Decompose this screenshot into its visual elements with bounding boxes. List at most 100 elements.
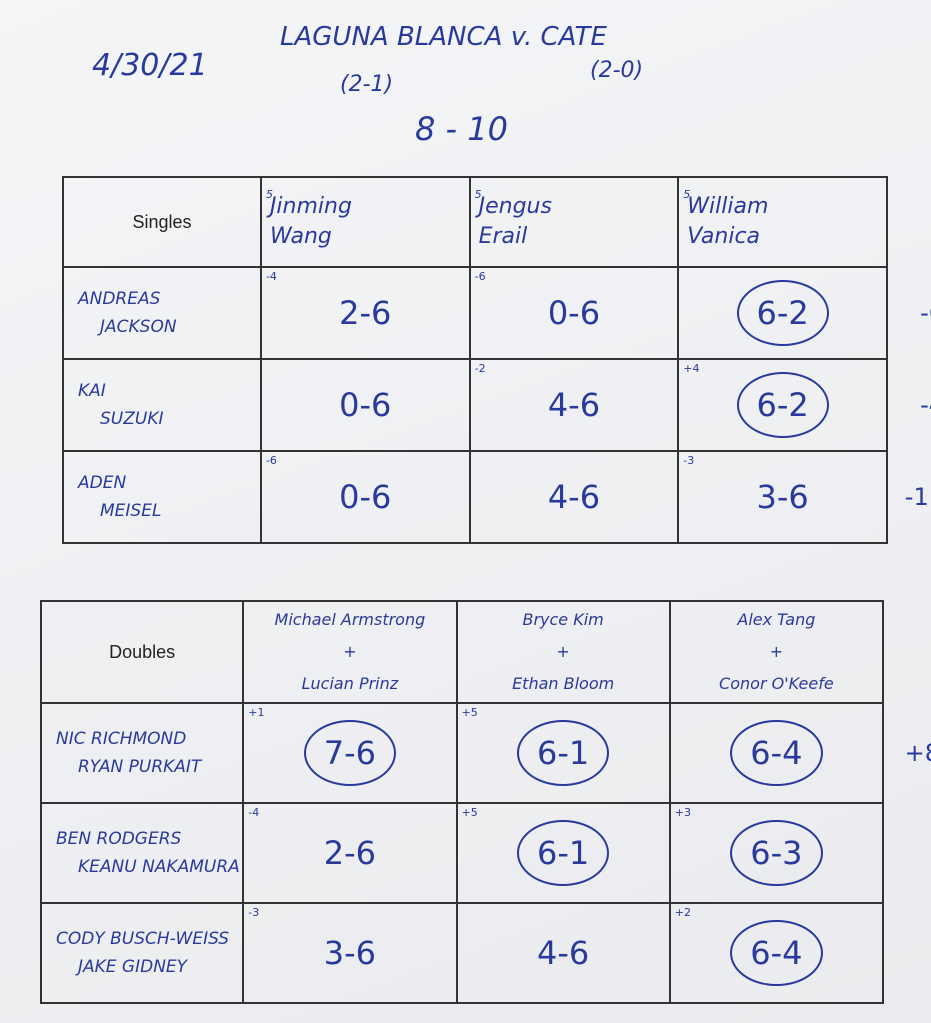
opponent-header: 5 Jinming Wang — [259, 176, 471, 268]
row-total: -6 — [920, 299, 931, 327]
row-total: -11 — [904, 483, 931, 511]
score-cell: 6-4 +8 — [668, 702, 931, 804]
opponent-name: Vanica — [687, 224, 761, 249]
score-cell: +3 6-3 — [668, 802, 885, 904]
opponent-name: Wang — [269, 224, 332, 249]
opponent-header: Michael Armstrong + Lucian Prinz — [242, 600, 458, 704]
away-record: (2-0) — [590, 58, 644, 83]
game-diff-note: -3 — [248, 906, 260, 919]
circled-winning-score: 6-1 — [517, 820, 610, 886]
player-name-cell: CODY BUSCH-WEISS JAKE GIDNEY — [39, 902, 245, 1004]
player-name: KAI — [78, 381, 106, 401]
player-name-cell: ADEN MEISEL — [62, 450, 262, 544]
player-name: ANDREAS — [78, 289, 161, 309]
score-cell: +5 6-1 — [455, 702, 671, 804]
home-record: (2-1) — [340, 72, 394, 97]
score-cell: -4 2-6 — [242, 802, 458, 904]
score-cell: 4-6 — [455, 902, 671, 1004]
player-name: JACKSON — [100, 317, 177, 337]
score: 0-6 — [339, 386, 392, 424]
score: 3-6 — [756, 478, 809, 516]
plus-sign: + — [343, 642, 357, 661]
table-row: CODY BUSCH-WEISS JAKE GIDNEY -3 3-6 4-6 +2 6-4 — [39, 902, 885, 1004]
player-name: CODY BUSCH-WEISS — [56, 929, 230, 949]
plus-sign: + — [556, 642, 570, 661]
seed-note: 5 — [683, 188, 691, 201]
singles-label: Singles — [62, 176, 262, 268]
opponent-name: Bryce Kim — [522, 610, 604, 629]
score-cell: -4 2-6 — [259, 266, 471, 360]
score-cell: -6 0-6 — [468, 266, 680, 360]
game-diff-note: -4 — [265, 270, 277, 283]
opponent-name: Ethan Bloom — [512, 674, 615, 693]
opponent-name: Erail — [478, 224, 528, 249]
doubles-label: Doubles — [39, 600, 245, 704]
game-diff-note: -2 — [474, 362, 486, 375]
player-name-cell: KAI SUZUKI — [62, 358, 262, 452]
seed-note: 5 — [265, 188, 273, 201]
opponent-name: Lucian Prinz — [301, 674, 399, 693]
opponent-name: Alex Tang — [737, 610, 816, 629]
table-row: ADEN MEISEL -6 0-6 4-6 -3 3-6 -11 — [62, 450, 931, 544]
circled-winning-score: 7-6 — [303, 720, 397, 786]
opponent-header: Bryce Kim + Ethan Bloom — [455, 600, 671, 704]
score: 2-6 — [323, 834, 377, 872]
score-cell: +1 7-6 — [242, 702, 458, 804]
match-score: 8 - 10 — [415, 110, 508, 148]
game-diff-note: -6 — [265, 454, 277, 467]
table-row: ANDREAS JACKSON -4 2-6 -6 0-6 6-2 -6 — [62, 266, 931, 360]
game-diff-note: -4 — [248, 806, 260, 819]
player-name: BEN RODGERS — [56, 829, 182, 849]
score: 4-6 — [547, 386, 601, 424]
circled-winning-score: 6-4 — [730, 720, 823, 786]
game-diff-note: +5 — [461, 706, 478, 719]
player-name: ADEN — [78, 473, 127, 493]
score: 3-6 — [323, 934, 377, 972]
opponent-header: Alex Tang + Conor O'Keefe — [668, 600, 885, 704]
table-row: NIC RICHMOND RYAN PURKAIT +1 7-6 +5 6-1 6-4 +8 — [39, 702, 931, 804]
score-cell: -3 3-6 -11 — [677, 450, 931, 544]
circled-winning-score: 6-4 — [730, 920, 823, 986]
game-diff-note: +3 — [674, 806, 691, 819]
game-diff-note: -3 — [683, 454, 695, 467]
circled-winning-score: 6-2 — [736, 372, 829, 438]
player-name-cell: NIC RICHMOND RYAN PURKAIT — [39, 702, 245, 804]
opponent-header: 5 William Vanica — [677, 176, 888, 268]
player-name: RYAN PURKAIT — [78, 757, 202, 777]
score: 4-6 — [537, 934, 590, 972]
circled-winning-score: 6-2 — [736, 280, 829, 346]
score-cell: -6 0-6 — [259, 450, 471, 544]
score-cell: -2 4-6 — [468, 358, 680, 452]
opponent-name: Jengus — [478, 194, 552, 219]
opponent-header: 5 Jengus Erail — [468, 176, 680, 268]
score: 0-6 — [547, 294, 601, 332]
singles-table: Singles 5 Jinming Wang 5 Jengus Erail 5 William V… — [62, 176, 931, 544]
circled-winning-score: 6-3 — [730, 820, 823, 886]
game-diff-note: +5 — [461, 806, 478, 819]
plus-sign: + — [769, 642, 784, 661]
score: 2-6 — [339, 294, 392, 332]
game-diff-note: +2 — [674, 906, 691, 919]
score-cell: +4 6-2 -4 — [677, 358, 931, 452]
match-date: 4/30/21 — [92, 48, 208, 83]
table-row: KAI SUZUKI 0-6 -2 4-6 +4 6-2 -4 — [62, 358, 931, 452]
player-name: NIC RICHMOND — [56, 729, 187, 749]
score: 0-6 — [339, 478, 392, 516]
game-diff-note: -6 — [474, 270, 486, 283]
doubles-header-row: Doubles Michael Armstrong + Lucian Prinz Bry… — [39, 600, 885, 704]
player-name: JAKE GIDNEY — [78, 957, 188, 977]
score-cell: 0-6 — [259, 358, 471, 452]
opponent-name: Michael Armstrong — [274, 610, 426, 629]
opponent-name: Conor O'Keefe — [719, 674, 834, 693]
match-title: LAGUNA BLANCA v. CATE — [280, 22, 607, 52]
player-name: SUZUKI — [100, 409, 164, 429]
row-total: +8 — [904, 739, 931, 767]
game-diff-note: +1 — [248, 706, 265, 719]
score: 4-6 — [547, 478, 601, 516]
score-cell: +2 6-4 — [668, 902, 885, 1004]
seed-note: 5 — [474, 188, 482, 201]
circled-winning-score: 6-1 — [517, 720, 610, 786]
player-name-cell: ANDREAS JACKSON — [62, 266, 262, 360]
table-row: BEN RODGERS KEANU NAKAMURA -4 2-6 +5 6-1 +3 6-3 — [39, 802, 885, 904]
player-name-cell: BEN RODGERS KEANU NAKAMURA — [39, 802, 245, 904]
